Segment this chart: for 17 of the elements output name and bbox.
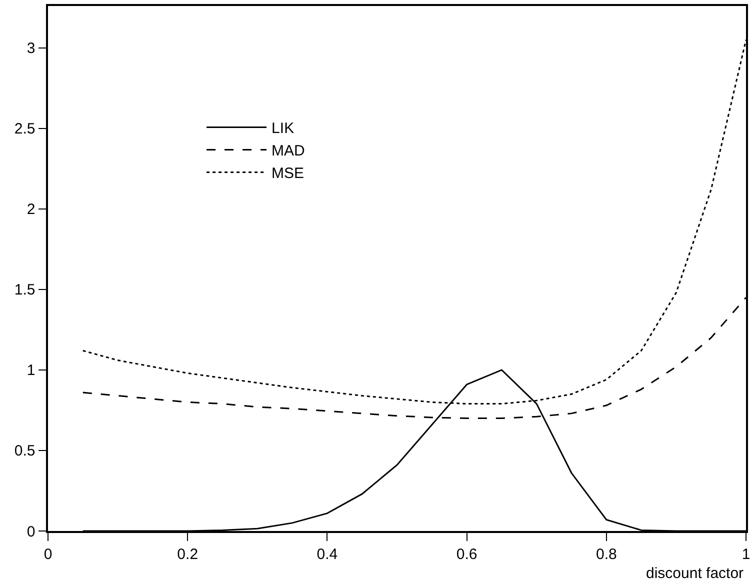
- x-tick-label: 0.2: [177, 546, 198, 563]
- legend-label: MAD: [272, 142, 306, 160]
- legend-label: LIK: [272, 120, 294, 138]
- y-tick-label: 1: [26, 362, 36, 380]
- y-tick-label: 2.5: [14, 120, 36, 138]
- x-axis-title: discount factor: [646, 565, 744, 582]
- x-tick-label: 1: [742, 546, 750, 563]
- y-tick-label: 0.5: [14, 442, 36, 460]
- legend-label: MSE: [272, 165, 304, 182]
- x-tick-label: 0.4: [316, 546, 338, 563]
- x-tick-label: 0: [44, 546, 52, 563]
- y-tick-label: 3: [26, 40, 36, 58]
- y-tick-label: 2: [26, 201, 36, 218]
- x-tick-label: 0.6: [456, 546, 478, 563]
- y-tick-label: 1.5: [14, 282, 36, 299]
- y-tick-label: 0: [26, 523, 36, 540]
- x-tick-label: 0.8: [596, 546, 617, 563]
